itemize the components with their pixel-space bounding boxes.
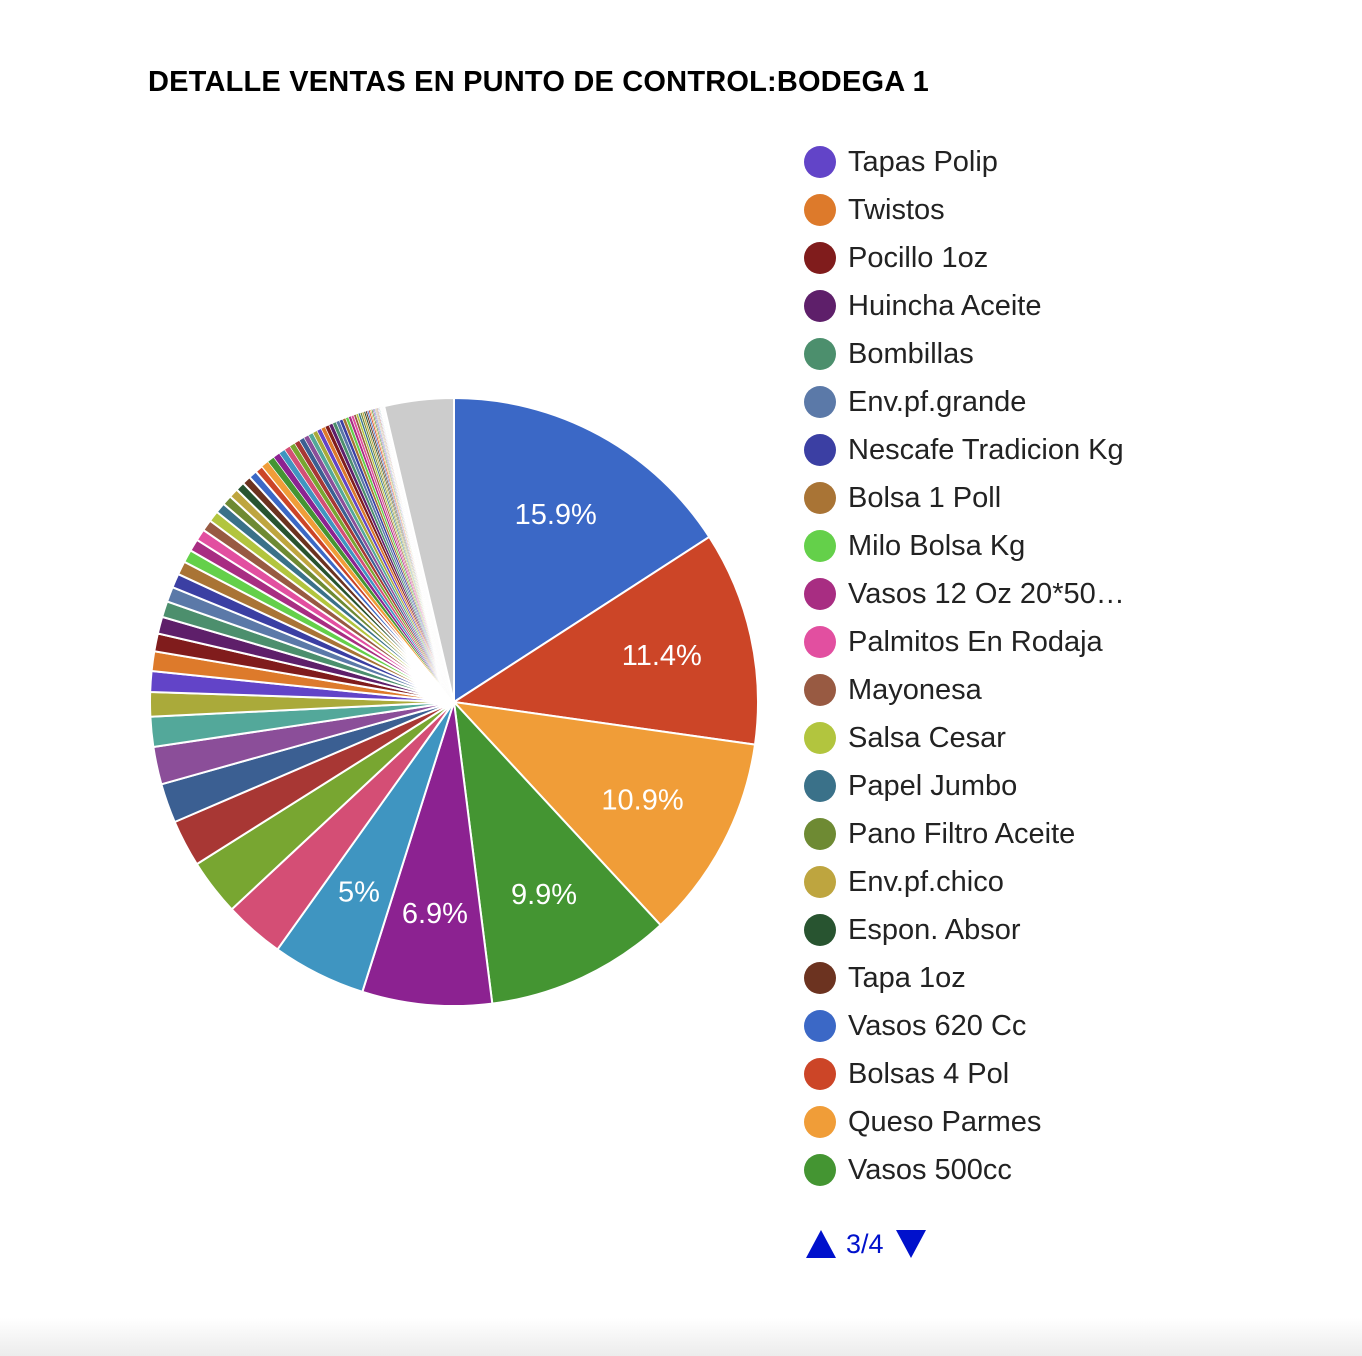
- legend-label: Tapa 1oz: [848, 961, 966, 994]
- legend-label: Salsa Cesar: [848, 721, 1006, 754]
- slice-label: 5%: [338, 876, 380, 908]
- slice-label: 15.9%: [515, 499, 597, 531]
- legend-label: Vasos 620 Cc: [848, 1009, 1027, 1042]
- legend-label: Bolsa 1 Poll: [848, 481, 1002, 514]
- legend-swatch: [804, 578, 836, 610]
- legend-label: Papel Jumbo: [848, 769, 1018, 802]
- legend-swatch: [804, 914, 836, 946]
- legend-swatch: [804, 242, 836, 274]
- slice-label: 10.9%: [601, 785, 683, 817]
- legend-swatch: [804, 482, 836, 514]
- legend-label: Huincha Aceite: [848, 289, 1042, 322]
- legend-swatch: [804, 386, 836, 418]
- legend-swatch: [804, 530, 836, 562]
- legend-label: Bombillas: [848, 337, 974, 370]
- legend-swatch: [804, 1154, 836, 1186]
- legend-label: Pocillo 1oz: [848, 241, 989, 274]
- legend-swatch: [804, 1106, 836, 1138]
- legend-swatch: [804, 674, 836, 706]
- legend-label: Espon. Absor: [848, 913, 1021, 946]
- legend-pager: 3/4: [804, 1224, 928, 1264]
- legend-item[interactable]: Vasos 12 Oz 20*50…: [804, 570, 1144, 618]
- legend-label: Vasos 12 Oz 20*50…: [848, 577, 1125, 610]
- legend-swatch: [804, 290, 836, 322]
- pie-slice[interactable]: [451, 700, 757, 927]
- slice-label: 11.4%: [622, 640, 702, 672]
- legend-item[interactable]: Bolsa 1 Poll: [804, 474, 1144, 522]
- legend-label: Twistos: [848, 193, 945, 226]
- legend-swatch: [804, 146, 836, 178]
- legend-item[interactable]: Mayonesa: [804, 666, 1144, 714]
- pie-slice[interactable]: [361, 701, 494, 1008]
- triangle-down-icon[interactable]: [894, 1227, 928, 1261]
- legend-label: Nescafe Tradicion Kg: [848, 433, 1124, 466]
- legend-swatch: [804, 1010, 836, 1042]
- legend-swatch: [804, 962, 836, 994]
- legend-swatch: [804, 722, 836, 754]
- legend-item[interactable]: Huincha Aceite: [804, 282, 1144, 330]
- legend-item[interactable]: Vasos 500cc: [804, 1146, 1144, 1194]
- pager-text: 3/4: [846, 1228, 884, 1259]
- bottom-shade: [0, 1318, 1362, 1356]
- legend-swatch: [804, 434, 836, 466]
- legend-item[interactable]: Papel Jumbo: [804, 762, 1144, 810]
- pie-slice[interactable]: [382, 396, 455, 703]
- legend-item[interactable]: Tapas Polip: [804, 138, 1144, 186]
- legend-label: Vasos 500cc: [848, 1153, 1012, 1186]
- legend-label: Mayonesa: [848, 673, 982, 706]
- legend-label: Tapas Polip: [848, 145, 998, 178]
- legend-item[interactable]: Twistos: [804, 186, 1144, 234]
- legend-item[interactable]: Espon. Absor: [804, 906, 1144, 954]
- legend-label: Env.pf.grande: [848, 385, 1027, 418]
- legend-label: Milo Bolsa Kg: [848, 529, 1026, 562]
- legend-item[interactable]: Pano Filtro Aceite: [804, 810, 1144, 858]
- legend-label: Pano Filtro Aceite: [848, 817, 1076, 850]
- pie-slice[interactable]: [453, 396, 711, 704]
- chart-title: DETALLE VENTAS EN PUNTO DE CONTROL:BODEG…: [148, 66, 929, 98]
- slice-label: 6.9%: [402, 898, 468, 930]
- legend-swatch: [804, 1058, 836, 1090]
- triangle-up-icon[interactable]: [804, 1227, 838, 1261]
- legend-label: Env.pf.chico: [848, 865, 1004, 898]
- legend-swatch: [804, 770, 836, 802]
- legend-item[interactable]: Bombillas: [804, 330, 1144, 378]
- legend-item[interactable]: Env.pf.grande: [804, 378, 1144, 426]
- legend-item[interactable]: Queso Parmes: [804, 1098, 1144, 1146]
- legend-item[interactable]: Bolsas 4 Pol: [804, 1050, 1144, 1098]
- legend-swatch: [804, 338, 836, 370]
- legend-label: Palmitos En Rodaja: [848, 625, 1103, 658]
- legend-swatch: [804, 626, 836, 658]
- legend: Tapas Polip Twistos Pocillo 1oz Huincha Ace…: [804, 138, 1144, 1194]
- legend-swatch: [804, 194, 836, 226]
- legend-label: Queso Parmes: [848, 1105, 1042, 1138]
- slice-label: 9.9%: [511, 879, 577, 911]
- legend-item[interactable]: Nescafe Tradicion Kg: [804, 426, 1144, 474]
- legend-swatch: [804, 866, 836, 898]
- legend-item[interactable]: Milo Bolsa Kg: [804, 522, 1144, 570]
- legend-item[interactable]: Env.pf.chico: [804, 858, 1144, 906]
- legend-item[interactable]: Palmitos En Rodaja: [804, 618, 1144, 666]
- legend-item[interactable]: Tapa 1oz: [804, 954, 1144, 1002]
- legend-swatch: [804, 818, 836, 850]
- legend-item[interactable]: Vasos 620 Cc: [804, 1002, 1144, 1050]
- legend-item[interactable]: Salsa Cesar: [804, 714, 1144, 762]
- legend-label: Bolsas 4 Pol: [848, 1057, 1010, 1090]
- pie-slice[interactable]: [452, 699, 662, 1005]
- pie-slice[interactable]: [451, 535, 759, 746]
- legend-item[interactable]: Pocillo 1oz: [804, 234, 1144, 282]
